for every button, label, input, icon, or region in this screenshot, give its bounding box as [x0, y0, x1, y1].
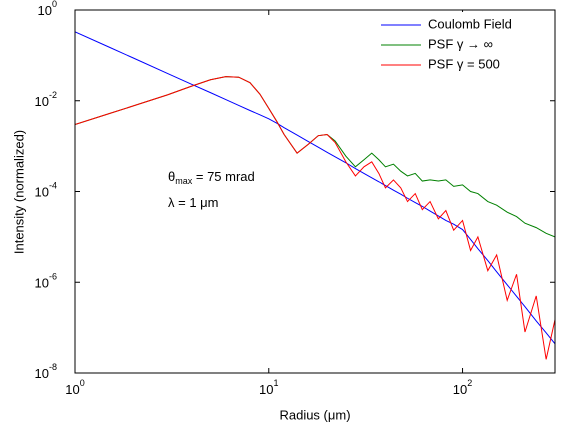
y-tick-label: 10-2	[35, 90, 57, 109]
series-line	[75, 31, 555, 345]
y-tick-label: 10-4	[35, 181, 57, 200]
annotation-part: θ	[168, 169, 175, 184]
y-axis-label: Intensity (normalized)	[11, 130, 26, 254]
x-axis-label: Radius (μm)	[279, 407, 350, 422]
y-tick-label: 10-6	[35, 272, 57, 291]
legend-label: Coulomb Field	[428, 16, 512, 31]
x-tick-label: 100	[65, 378, 84, 397]
annotation: λ = 1 μm	[168, 195, 218, 210]
legend-label: PSF γ = 500	[428, 56, 500, 71]
plot-frame	[74, 9, 556, 374]
annotation-part: λ = 1 μm	[168, 195, 218, 210]
annotation-part: max	[175, 176, 193, 186]
annotation: θmax = 75 mrad	[168, 169, 255, 186]
x-tick-label: 102	[453, 378, 472, 397]
legend-label: PSF γ → ∞	[428, 36, 493, 51]
series-line	[75, 76, 555, 360]
x-tick-label: 101	[259, 378, 278, 397]
annotation-part: = 75 mrad	[192, 169, 255, 184]
y-tick-label: 100	[38, 0, 57, 18]
y-tick-label: 10-8	[35, 362, 57, 381]
